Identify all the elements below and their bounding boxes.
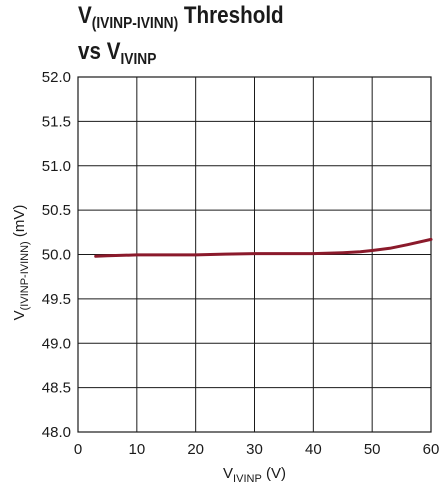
plot-frame bbox=[77, 76, 432, 433]
series-line bbox=[94, 237, 433, 258]
chart-title: V(IVINP-IVINN) Threshold vs VIVINP bbox=[78, 2, 388, 74]
title-v-subscript: (IVINP-IVINN) bbox=[91, 15, 179, 32]
x-tick-label: 40 bbox=[305, 441, 322, 458]
title-line-2: vs VIVINP bbox=[78, 38, 388, 74]
title-v: V bbox=[78, 2, 92, 29]
x-tick-label: 50 bbox=[364, 441, 381, 458]
x-axis-label: VIVINP (V) bbox=[223, 465, 286, 485]
y-axis-label-subscript: (IVINP-IVINN) bbox=[19, 241, 31, 310]
y-tick-label: 51.0 bbox=[42, 158, 71, 175]
y-tick-labels: 48.0 48.5 49.0 49.5 50.0 50.5 51.0 51.5 52.0 bbox=[42, 69, 71, 441]
y-axis-label-v: V bbox=[11, 310, 28, 320]
y-tick-label: 50.5 bbox=[42, 202, 71, 219]
x-tick-label: 10 bbox=[128, 441, 145, 458]
series-layer bbox=[94, 237, 433, 258]
title-ivinp-subscript: IVINP bbox=[120, 51, 157, 68]
x-tick-label: 60 bbox=[423, 441, 440, 458]
x-tick-label: 30 bbox=[246, 441, 263, 458]
y-tick-label: 48.5 bbox=[42, 380, 71, 397]
y-tick-label: 48.0 bbox=[42, 424, 71, 441]
x-axis-label-v: V bbox=[223, 465, 233, 482]
x-tick-labels: 0 10 20 30 40 50 60 bbox=[74, 441, 440, 458]
title-threshold: Threshold bbox=[178, 2, 284, 29]
y-tick-label: 49.5 bbox=[42, 291, 71, 308]
y-axis-label: V(IVINP-IVINN) (mV) bbox=[11, 205, 31, 321]
y-tick-label: 50.0 bbox=[42, 247, 71, 264]
y-tick-label: 49.0 bbox=[42, 335, 71, 352]
y-axis-label-unit: (mV) bbox=[11, 205, 28, 242]
y-tick-label: 51.5 bbox=[42, 113, 71, 130]
x-tick-label: 20 bbox=[187, 441, 204, 458]
y-tick-label: 52.0 bbox=[42, 69, 71, 86]
x-axis-label-subscript: IVINP bbox=[233, 473, 262, 485]
title-line-1: V(IVINP-IVINN) Threshold bbox=[78, 2, 388, 38]
x-axis-label-unit: (V) bbox=[262, 465, 286, 482]
x-tick-label: 0 bbox=[74, 441, 82, 458]
title-vs-v: vs V bbox=[78, 38, 121, 65]
